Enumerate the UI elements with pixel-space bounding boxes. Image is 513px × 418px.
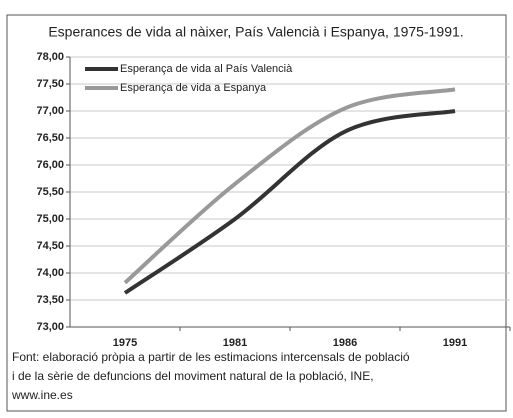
y-tick-label: 73,00 [36,321,64,333]
series-line [123,109,456,295]
y-tick-label: 77,50 [36,78,64,90]
footnote: Font: elaboració pròpia a partir de les … [12,350,410,364]
x-tick-label: 1981 [223,337,247,349]
y-tick-label: 77,00 [36,105,64,117]
footnote: i de la sèrie de defuncions del moviment… [12,369,374,383]
y-tick-label: 75,50 [36,186,64,198]
chart-title: Esperances de vida al nàixer, País Valen… [48,24,463,40]
y-tick-label: 76,00 [36,159,64,171]
legend-label: Esperança de vida a Espanya [120,82,267,94]
y-tick-label: 74,50 [36,240,64,252]
y-tick-label: 75,00 [36,213,64,225]
frame [6,14,507,412]
x-tick-label: 1991 [443,337,467,349]
y-tick-label: 76,50 [36,132,64,144]
footnote: www.ine.es [11,388,73,402]
y-tick-label: 73,50 [36,294,64,306]
y-tick-label: 78,00 [36,51,64,63]
legend-label: Esperança de vida al País Valencià [120,63,293,75]
series-line [123,87,456,285]
y-tick-label: 74,00 [36,267,64,279]
x-tick-label: 1986 [333,337,357,349]
x-tick-label: 1975 [113,337,137,349]
